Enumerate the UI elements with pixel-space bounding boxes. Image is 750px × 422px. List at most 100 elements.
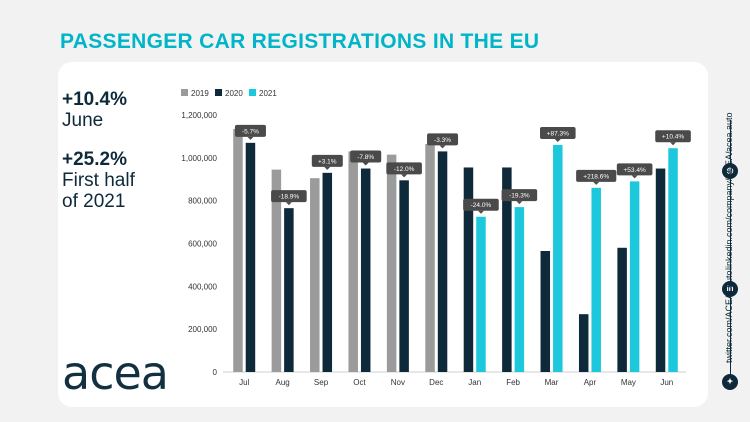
june-stat-label: June [62, 110, 104, 131]
annotation-label: -12.0% [394, 166, 415, 173]
half-year-stat: +25.2% First half of 2021 [62, 149, 135, 213]
bar-2021-may [629, 181, 640, 372]
bar-2020-jun [655, 168, 666, 372]
legend-label: 2020 [225, 89, 243, 98]
annotation-pointer [247, 136, 254, 140]
linkedin-link[interactable]: linkedin.com/company/ACEA/ [724, 151, 734, 270]
y-tick-label: 800,000 [188, 197, 217, 206]
y-tick-label: 1,000,000 [181, 154, 217, 163]
bar-2020-nov [399, 180, 409, 372]
legend-label: 2019 [191, 89, 209, 98]
bar-2019-dec [425, 143, 435, 372]
bar-2020-feb [502, 167, 512, 372]
page-title: PASSENGER CAR REGISTRATIONS IN THE EU [60, 30, 540, 53]
annotation-box [463, 198, 499, 211]
annotation-pointer [477, 210, 484, 214]
bar-2020-may [617, 247, 627, 372]
legend-swatch [215, 89, 222, 96]
x-tick-label: Apr [584, 378, 597, 387]
legend-swatch [181, 89, 188, 96]
annotation-label: +218.6% [583, 173, 609, 180]
annotation-pointer [554, 138, 561, 142]
annotation-pointer [516, 201, 523, 205]
annotation-box [576, 169, 617, 182]
bar-2020-aug [284, 208, 294, 372]
annotation-label: +3.1% [318, 158, 337, 165]
annotation-box [539, 126, 576, 139]
acea-logo: acea [62, 346, 169, 400]
bar-2019-oct [348, 151, 358, 372]
annotation-pointer [324, 166, 331, 170]
half-year-stat-label-line1: First half [62, 170, 135, 191]
legend-label: 2021 [259, 89, 277, 98]
y-tick-label: 1,200,000 [181, 111, 217, 120]
annotation-pointer [631, 175, 638, 179]
annotation-label: -5.7% [242, 128, 259, 135]
y-tick-label: 200,000 [188, 325, 217, 334]
annotation-label: -24.0% [471, 202, 492, 209]
registrations-bar-chart: 0 200,000 400,000 600,000 800,000 1,000,000 1,… [181, 89, 691, 387]
annotation-pointer [439, 145, 446, 149]
bar-2021-jun [668, 148, 678, 372]
x-tick-label: Dec [429, 378, 443, 387]
annotation-pointer [401, 174, 408, 178]
x-tick-label: Feb [506, 378, 520, 387]
bar-2021-apr [591, 187, 601, 372]
bar-2020-mar [540, 250, 551, 372]
x-tick-label: Jan [468, 378, 481, 387]
annotation-box [311, 154, 343, 167]
linkedin-icon[interactable]: in [722, 281, 738, 297]
bar-2020-jan [463, 167, 474, 372]
june-stat-value: +10.4% [62, 89, 127, 110]
twitter-link[interactable]: twitter.com/ACEA_auto [724, 270, 734, 363]
x-tick-label: Sep [314, 378, 329, 387]
annotation-label: +53.4% [624, 167, 646, 174]
bar-2021-mar [553, 144, 563, 372]
x-tick-label: May [621, 378, 636, 387]
y-tick-label: 400,000 [188, 282, 217, 291]
bar-2020-jul [245, 142, 256, 372]
x-tick-label: Jul [239, 378, 249, 387]
bar-2020-oct [360, 168, 371, 372]
bar-2020-sep [322, 172, 333, 372]
annotation-box [234, 124, 266, 137]
annotation-box [501, 189, 538, 202]
annotation-label: +87.3% [547, 130, 569, 137]
x-tick-label: Mar [545, 378, 559, 387]
annotation-box [427, 133, 459, 146]
bar-2021-feb [514, 207, 525, 372]
half-year-stat-label-line2: of 2021 [62, 191, 126, 212]
annotation-pointer [593, 181, 600, 185]
bar-2019-jul [233, 128, 243, 372]
june-stat: +10.4% June [62, 89, 127, 132]
annotation-pointer [285, 202, 292, 206]
half-year-stat-value: +25.2% [62, 149, 127, 170]
annotation-box [386, 162, 422, 175]
annotation-label: -7.8% [357, 154, 374, 161]
bar-2020-dec [437, 151, 448, 372]
bar-2019-sep [310, 178, 320, 372]
x-tick-label: Oct [353, 378, 366, 387]
globe-icon[interactable]: ◎ [722, 163, 738, 179]
y-tick-label: 0 [213, 368, 218, 377]
annotation-box [350, 150, 382, 163]
annotation-box [271, 190, 307, 203]
twitter-icon[interactable]: ✦ [722, 374, 738, 390]
bar-2019-aug [271, 169, 282, 372]
annotation-box [616, 163, 653, 176]
annotation-label: +10.4% [662, 134, 684, 141]
annotation-pointer [670, 142, 677, 146]
annotation-label: -18.9% [279, 194, 300, 201]
x-tick-label: Jun [660, 378, 673, 387]
annotation-pointer [362, 162, 369, 166]
y-tick-label: 600,000 [188, 240, 217, 249]
legend-swatch [249, 89, 256, 96]
bar-2021-jan [476, 216, 486, 372]
bar-2019-nov [386, 154, 397, 372]
annotation-label: -19.3% [509, 193, 530, 200]
annotation-box [655, 130, 691, 143]
annotation-label: -3.3% [434, 137, 451, 144]
website-link[interactable]: acea.auto [724, 112, 734, 152]
x-tick-label: Aug [276, 378, 290, 387]
bar-2020-apr [578, 314, 589, 372]
